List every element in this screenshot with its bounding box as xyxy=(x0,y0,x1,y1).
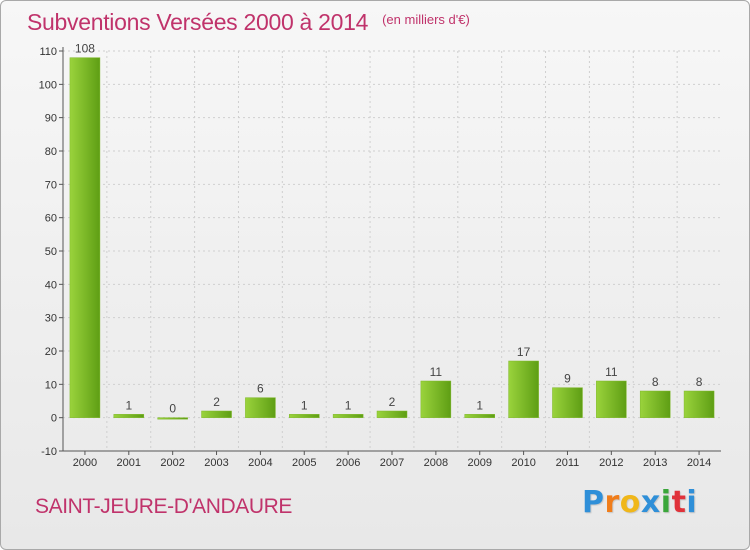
x-tick-label: 2012 xyxy=(599,457,623,469)
chart-subtitle: (en milliers d'€) xyxy=(382,12,470,27)
data-label: 2 xyxy=(389,395,396,409)
x-tick-label: 2003 xyxy=(204,457,228,469)
bar xyxy=(157,417,188,420)
x-tick-label: 2009 xyxy=(467,457,491,469)
logo-letter: o xyxy=(619,485,641,520)
y-tick-label: 90 xyxy=(45,113,57,125)
bar xyxy=(376,410,408,418)
y-tick-label: 0 xyxy=(51,413,57,425)
data-label: 9 xyxy=(564,372,571,386)
bars xyxy=(69,57,715,420)
y-tick-label: 110 xyxy=(39,46,57,58)
logo-letter: i xyxy=(686,485,698,520)
data-label: 8 xyxy=(652,375,659,389)
x-tick-label: 2008 xyxy=(424,457,448,469)
logo-letter: i xyxy=(660,485,672,520)
y-tick-label: -10 xyxy=(41,446,57,458)
x-tick-label: 2002 xyxy=(160,457,184,469)
data-label: 108 xyxy=(75,42,95,56)
proxiti-logo: Proxiti xyxy=(582,485,697,520)
y-tick-label: 60 xyxy=(45,213,57,225)
data-label: 11 xyxy=(430,365,443,379)
bar xyxy=(245,397,276,418)
bar xyxy=(639,390,671,418)
y-tick-label: 20 xyxy=(45,346,57,358)
logo-letter: P xyxy=(582,485,605,520)
bar xyxy=(201,410,232,418)
y-tick-label: 10 xyxy=(45,379,57,391)
bar xyxy=(420,380,452,418)
data-label: 2 xyxy=(213,395,220,409)
x-tick-label: 2006 xyxy=(336,457,360,469)
y-tick-label: 70 xyxy=(45,179,57,191)
bar xyxy=(552,387,583,418)
data-label: 11 xyxy=(605,365,618,379)
data-label: 0 xyxy=(169,402,176,416)
bar xyxy=(332,414,364,418)
data-label: 6 xyxy=(257,382,264,396)
chart-title: Subventions Versées 2000 à 2014 xyxy=(27,9,369,35)
x-tick-label: 2007 xyxy=(380,457,404,469)
bar xyxy=(508,360,539,418)
data-label: 8 xyxy=(696,375,703,389)
bar xyxy=(69,57,101,418)
x-tick-label: 2014 xyxy=(687,457,711,469)
x-tick-labels: 2000 2001 2002 2003 2004 2005 2006 2007 2008 2009… xyxy=(73,457,712,469)
commune-name: SAINT-JEURE-D'ANDAURE xyxy=(35,495,292,518)
x-tick-label: 2010 xyxy=(511,457,535,469)
x-tick-label: 2013 xyxy=(643,457,667,469)
y-tick-label: 40 xyxy=(45,279,57,291)
bar xyxy=(289,414,320,418)
x-tick-label: 2004 xyxy=(248,457,272,469)
logo-letter: r xyxy=(604,485,620,520)
x-tick-label: 2000 xyxy=(73,457,97,469)
bar xyxy=(683,390,715,418)
bar xyxy=(113,414,145,418)
data-label: 1 xyxy=(345,398,352,412)
bar xyxy=(596,380,627,418)
logo-letter: t xyxy=(671,485,687,520)
x-tick-label: 2001 xyxy=(117,457,141,469)
y-tick-label: 50 xyxy=(45,246,57,258)
y-tick-label: 100 xyxy=(39,79,57,91)
data-label: 1 xyxy=(476,398,483,412)
data-label: 17 xyxy=(517,345,531,359)
y-tick-label: 30 xyxy=(45,313,57,325)
axes xyxy=(59,47,721,455)
grid-lines xyxy=(63,50,721,452)
logo-letter: x xyxy=(640,485,661,520)
y-tick-labels: -10 0 10 20 30 40 50 60 70 80 90 100 110 xyxy=(39,46,57,458)
y-tick-label: 80 xyxy=(45,146,57,158)
title-row: Subventions Versées 2000 à 2014 (en milli… xyxy=(27,9,470,36)
data-label: 1 xyxy=(301,398,308,412)
x-tick-label: 2005 xyxy=(292,457,316,469)
bar xyxy=(464,414,495,418)
x-tick-label: 2011 xyxy=(556,457,580,469)
data-label: 1 xyxy=(125,398,132,412)
